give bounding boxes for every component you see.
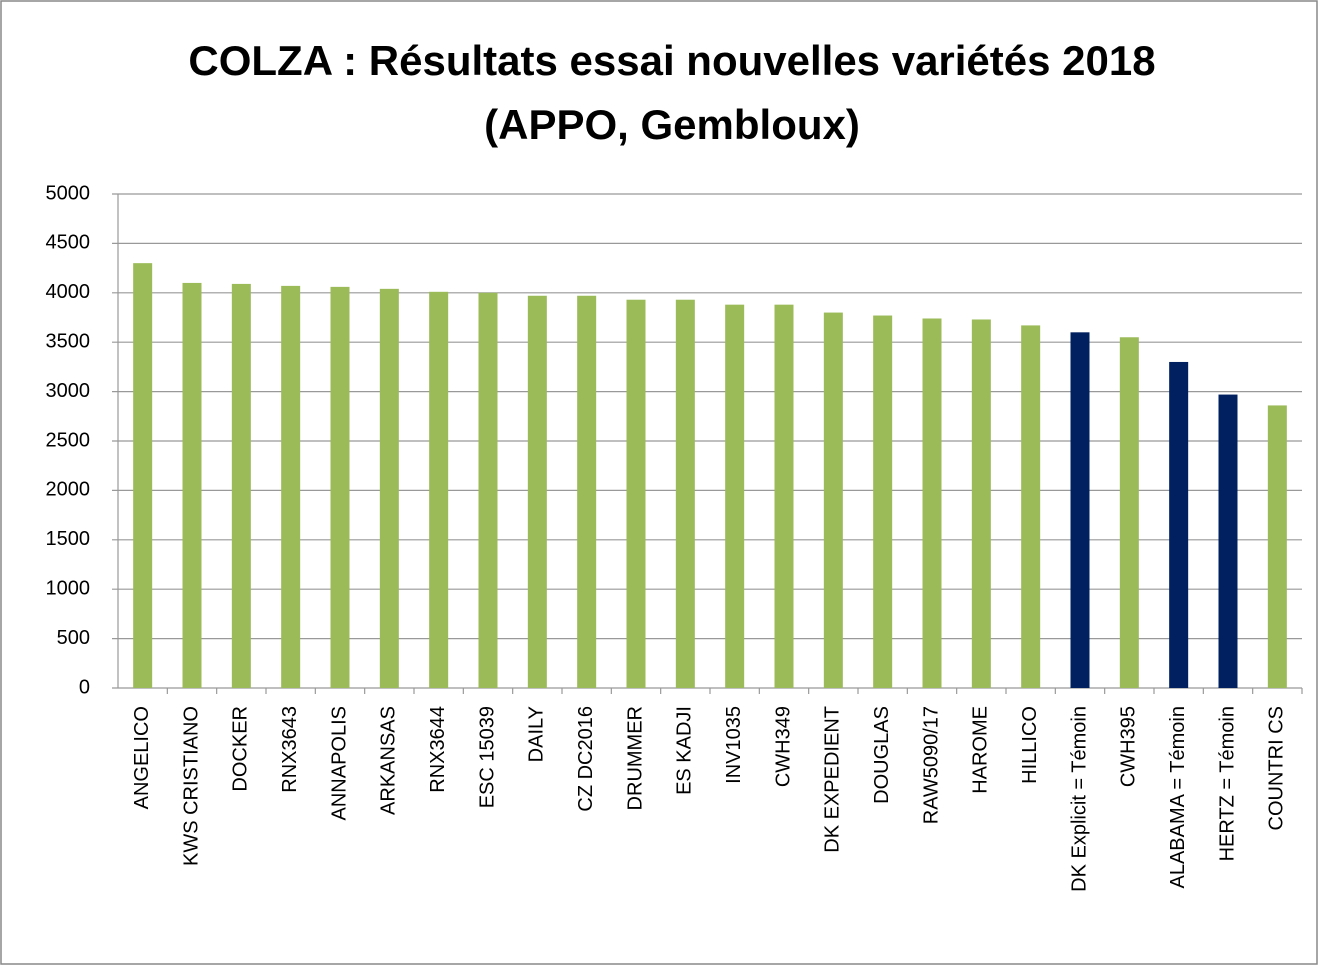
y-tick-label: 3000: [46, 380, 91, 402]
bar: [182, 282, 202, 688]
bar: [774, 304, 794, 688]
bar: [1021, 325, 1041, 688]
x-tick-label: RNX3644: [427, 706, 449, 793]
y-tick-label: 4500: [46, 232, 91, 254]
y-tick-label: 2500: [46, 429, 91, 451]
x-tick-label: ES KADJI: [674, 706, 696, 795]
bar: [1169, 361, 1189, 688]
x-tick-label: DK Explicit = Témoin: [1068, 706, 1090, 892]
bar: [478, 292, 498, 688]
x-tick-label: DOCKER: [230, 706, 252, 792]
y-tick-label: 4000: [46, 281, 91, 303]
y-tick-label: 0: [79, 676, 90, 698]
x-tick-label: DRUMMER: [624, 706, 646, 810]
bar: [231, 283, 251, 688]
chart-title: COLZA : Résultats essai nouvelles variét…: [188, 37, 1155, 84]
y-tick-label: 5000: [46, 182, 91, 204]
chart-title: (APPO, Gembloux): [484, 101, 860, 148]
bar: [379, 288, 399, 688]
bar: [1119, 337, 1139, 688]
x-tick-label: ESC 15039: [476, 706, 498, 808]
y-tick-label: 1000: [46, 577, 91, 599]
y-tick-label: 2000: [46, 479, 91, 501]
y-tick-label: 3500: [46, 330, 91, 352]
x-tick-label: DK EXPEDIENT: [822, 706, 844, 853]
bar: [577, 295, 597, 688]
x-tick-label: HAROME: [970, 706, 992, 794]
y-tick-label: 500: [57, 627, 90, 649]
x-tick-label: KWS CRISTIANO: [180, 706, 202, 866]
x-tick-label: INV1035: [723, 706, 745, 784]
x-tick-label: ANGELICO: [131, 706, 153, 809]
x-tick-label: CZ DC2016: [575, 706, 597, 812]
x-tick-label: CWH395: [1118, 706, 1140, 787]
bar: [675, 299, 695, 688]
bar: [527, 295, 547, 688]
x-tick-label: HERTZ = Témoin: [1216, 706, 1238, 861]
bar: [330, 286, 350, 688]
bar: [823, 312, 843, 688]
x-tick-label: DAILY: [526, 706, 548, 762]
x-tick-label: DOUGLAS: [871, 706, 893, 804]
x-tick-label: ARKANSAS: [378, 706, 400, 815]
x-tick-label: ANNAPOLIS: [328, 706, 350, 820]
y-tick-label: 1500: [46, 528, 91, 550]
bar: [1267, 405, 1287, 688]
x-tick-label: CWH349: [772, 706, 794, 787]
x-tick-label: COUNTRI CS: [1266, 706, 1288, 830]
x-tick-label: ALABAMA = Témoin: [1167, 706, 1189, 889]
x-tick-label: RAW5090/17: [920, 706, 942, 824]
bar: [429, 291, 449, 688]
bar: [626, 299, 646, 688]
bar: [1070, 332, 1090, 688]
bar: [922, 318, 942, 688]
bar: [971, 319, 991, 688]
x-tick-label: HILLICO: [1019, 706, 1041, 784]
x-tick-label: RNX3643: [279, 706, 301, 793]
bar: [725, 304, 745, 688]
bar: [281, 285, 301, 688]
bar: [873, 315, 893, 688]
bar: [133, 263, 153, 688]
bar: [1218, 394, 1238, 688]
